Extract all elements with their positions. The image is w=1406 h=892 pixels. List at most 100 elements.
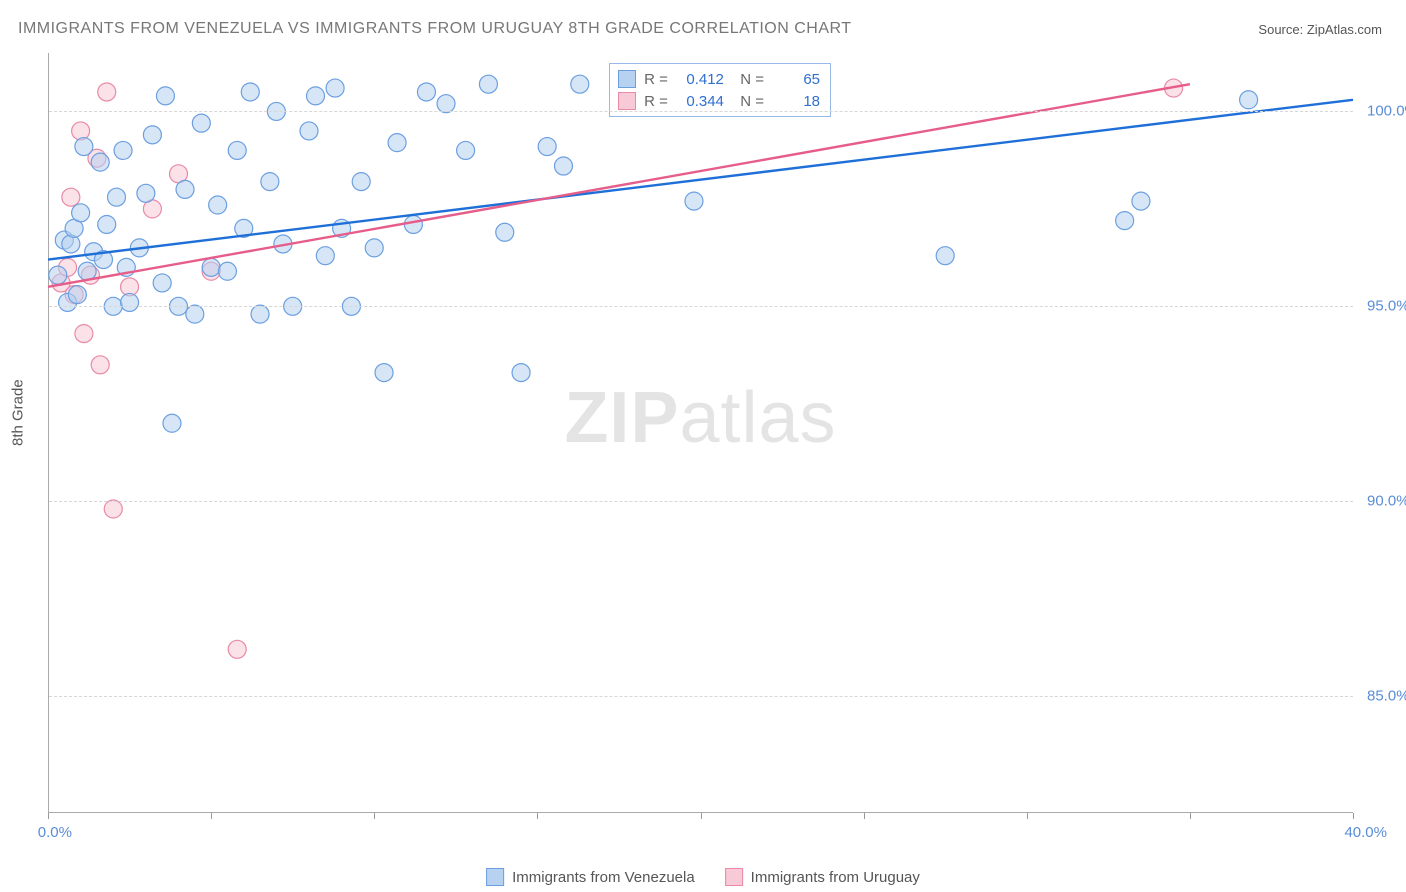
gridline <box>49 501 1353 502</box>
legend-swatch <box>618 70 636 88</box>
data-point <box>457 141 475 159</box>
data-point <box>261 173 279 191</box>
legend-n-value: 65 <box>772 71 820 88</box>
data-point <box>388 134 406 152</box>
data-point <box>98 83 116 101</box>
data-point <box>98 215 116 233</box>
x-tick <box>701 813 702 819</box>
x-tick <box>1353 813 1354 819</box>
legend-item: Immigrants from Venezuela <box>486 868 695 886</box>
data-point <box>417 83 435 101</box>
data-point <box>496 223 514 241</box>
data-point <box>352 173 370 191</box>
data-point <box>78 262 96 280</box>
y-axis-label: 8th Grade <box>10 379 27 446</box>
x-tick <box>1027 813 1028 819</box>
data-point <box>512 364 530 382</box>
legend-label: Immigrants from Venezuela <box>512 869 695 886</box>
data-point <box>104 500 122 518</box>
x-axis-min-label: 0.0% <box>38 824 72 841</box>
data-point <box>1240 91 1258 109</box>
data-point <box>316 247 334 265</box>
source-label: Source: <box>1258 22 1303 37</box>
y-tick-label: 100.0% <box>1357 103 1406 120</box>
data-point <box>137 184 155 202</box>
data-point <box>75 325 93 343</box>
data-point <box>62 188 80 206</box>
data-point <box>156 87 174 105</box>
data-point <box>241 83 259 101</box>
data-point <box>91 153 109 171</box>
data-point <box>72 122 90 140</box>
data-point <box>62 235 80 253</box>
chart-title: IMMIGRANTS FROM VENEZUELA VS IMMIGRANTS … <box>18 20 852 38</box>
gridline <box>49 306 1353 307</box>
x-tick <box>374 813 375 819</box>
data-point <box>554 157 572 175</box>
data-point <box>228 640 246 658</box>
legend-r-label: R = <box>644 71 668 88</box>
data-point <box>936 247 954 265</box>
data-point <box>108 188 126 206</box>
scatter-svg <box>48 53 1353 813</box>
data-point <box>437 95 455 113</box>
data-point <box>202 258 220 276</box>
data-point <box>251 305 269 323</box>
x-tick <box>48 813 49 819</box>
data-point <box>404 215 422 233</box>
data-point <box>192 114 210 132</box>
stats-legend-row: R = 0.344 N = 18 <box>618 90 820 112</box>
legend-item: Immigrants from Uruguay <box>725 868 920 886</box>
series-legend: Immigrants from Venezuela Immigrants from… <box>486 868 920 886</box>
data-point <box>72 204 90 222</box>
data-point <box>307 87 325 105</box>
data-point <box>153 274 171 292</box>
stats-legend: R =0.412 N =65R =0.344 N =18 <box>609 63 831 117</box>
x-tick <box>211 813 212 819</box>
data-point <box>143 126 161 144</box>
y-tick-label: 90.0% <box>1357 493 1406 510</box>
source-attribution: Source: ZipAtlas.com <box>1258 22 1382 37</box>
data-point <box>1116 212 1134 230</box>
legend-r-label: R = <box>644 93 668 110</box>
data-point <box>365 239 383 257</box>
data-point <box>218 262 236 280</box>
data-point <box>176 180 194 198</box>
data-point <box>49 266 67 284</box>
legend-swatch <box>725 868 743 886</box>
legend-r-value: 0.344 <box>676 93 724 110</box>
data-point <box>300 122 318 140</box>
data-point <box>685 192 703 210</box>
stats-legend-row: R =0.412 N =65 <box>618 68 820 90</box>
data-point <box>571 75 589 93</box>
data-point <box>91 356 109 374</box>
data-point <box>114 141 132 159</box>
y-tick-label: 95.0% <box>1357 298 1406 315</box>
gridline <box>49 696 1353 697</box>
data-point <box>75 138 93 156</box>
data-point <box>121 293 139 311</box>
data-point <box>479 75 497 93</box>
legend-label: Immigrants from Uruguay <box>751 869 920 886</box>
legend-swatch <box>486 868 504 886</box>
legend-n-value: 18 <box>772 93 820 110</box>
plot-area: ZIPatlas R =0.412 N =65R =0.344 N =18 0.… <box>48 53 1353 813</box>
legend-swatch <box>618 92 636 110</box>
data-point <box>186 305 204 323</box>
data-point <box>228 141 246 159</box>
data-point <box>375 364 393 382</box>
data-point <box>68 286 86 304</box>
x-tick <box>1190 813 1191 819</box>
x-axis-max-label: 40.0% <box>1344 824 1387 841</box>
legend-n-label: N = <box>732 93 764 110</box>
trend-line <box>48 100 1353 260</box>
y-tick-label: 85.0% <box>1357 688 1406 705</box>
data-point <box>326 79 344 97</box>
data-point <box>538 138 556 156</box>
source-value: ZipAtlas.com <box>1307 22 1382 37</box>
data-point <box>1132 192 1150 210</box>
legend-n-label: N = <box>732 71 764 88</box>
data-point <box>163 414 181 432</box>
gridline <box>49 111 1353 112</box>
data-point <box>209 196 227 214</box>
